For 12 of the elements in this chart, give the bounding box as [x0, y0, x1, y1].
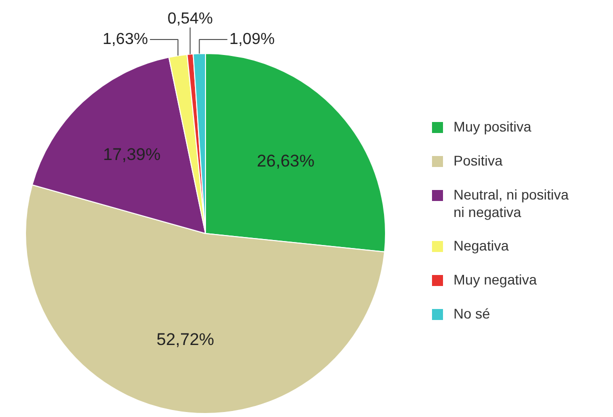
- legend-label: Muy positiva: [454, 118, 532, 134]
- data-label: 0,54%: [167, 10, 213, 28]
- legend-label: Muy negativa: [454, 272, 537, 288]
- data-label: 1,09%: [229, 31, 275, 48]
- legend-label: Neutral, ni positiva ni negativa: [454, 186, 569, 220]
- data-label: 1,63%: [102, 31, 148, 48]
- data-label: 26,63%: [256, 152, 315, 171]
- legend-label: Negativa: [454, 238, 509, 254]
- data-label: 17,39%: [102, 145, 161, 164]
- data-label: 52,72%: [156, 330, 214, 350]
- legend-label: Positiva: [454, 152, 503, 168]
- legend-label: No sé: [454, 306, 490, 322]
